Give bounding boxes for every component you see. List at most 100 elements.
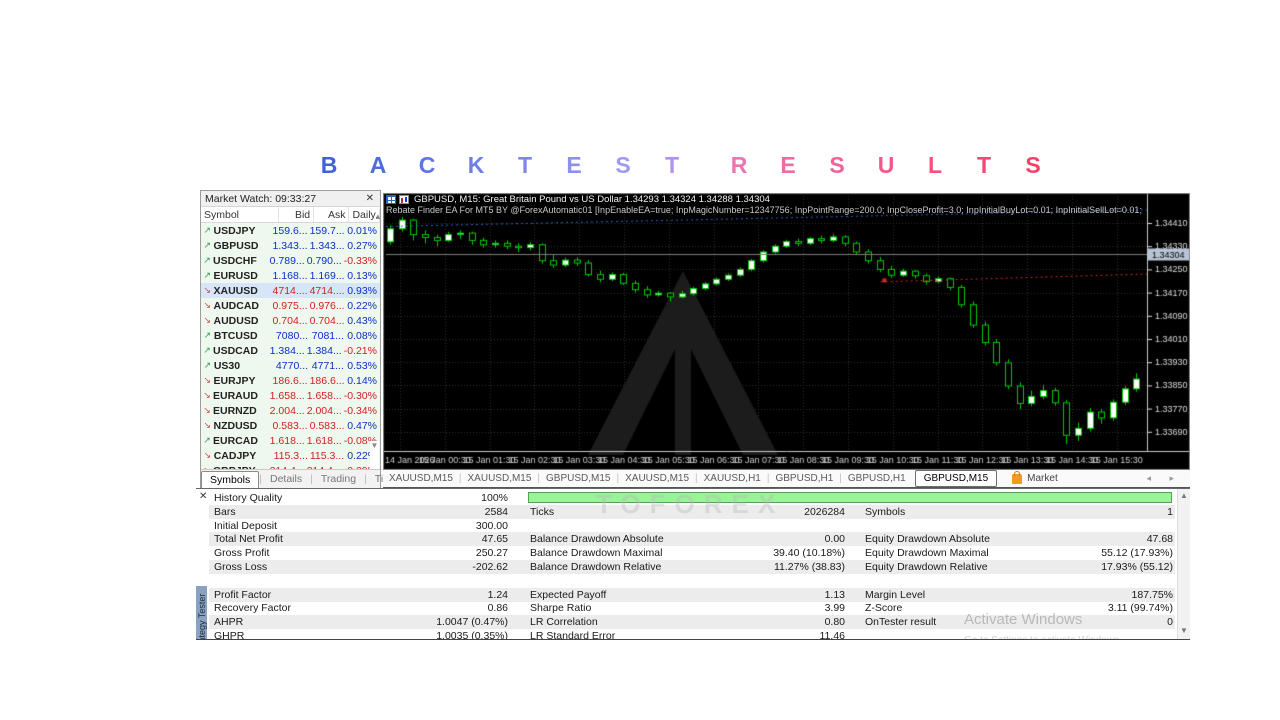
chart-tab-xauusd-m15[interactable]: XAUUSD,M15 (467, 473, 532, 484)
cell-bid: 1.658... (269, 389, 305, 402)
cell-sym: BTCUSD (213, 329, 258, 342)
cell-bid: 1.618... (269, 434, 305, 447)
market-watch-tab-details[interactable]: Details (270, 473, 303, 485)
market-bag-icon (1012, 470, 1023, 484)
stat-label: LR Standard Error (530, 630, 616, 640)
market-tab-label: Market (1027, 473, 1058, 484)
market-watch-row-eurcad[interactable]: ↗ EURCAD 1.618... 1.618... -0.08% (201, 433, 380, 448)
stat-value: 0.86 (487, 602, 508, 615)
chart-tab-gbpusd-h1[interactable]: GBPUSD,H1 (775, 473, 834, 484)
stat-label: Profit Factor (214, 588, 272, 601)
market-watch-row-audcad[interactable]: ↘ AUDCAD 0.975... 0.976... 0.22% (201, 298, 380, 313)
cell-ask: 0.583... (309, 419, 345, 432)
cell-sym: USDCHF (213, 254, 257, 267)
chart-tab-xauusd-m15[interactable]: XAUUSD,M15 (389, 473, 453, 484)
trend-down-icon: ↘ (203, 420, 212, 430)
tab-nav-arrows-icon[interactable]: ◂ ▸ (1146, 473, 1182, 483)
market-watch-row-eurjpy[interactable]: ↘ EURJPY 186.6... 186.6... 0.14% (201, 373, 380, 388)
chart-tab-gbpusd-h1[interactable]: GBPUSD,H1 (847, 473, 906, 484)
market-watch-row-usdjpy[interactable]: ↗ USDJPY 159.6... 159.7... 0.01% (201, 223, 380, 238)
market-watch-row-cadjpy[interactable]: ↘ CADJPY 115.3... 115.3... 0.22% (201, 448, 380, 463)
market-watch-row-usdcad[interactable]: ↗ USDCAD 1.384... 1.384... -0.21% (201, 343, 380, 358)
cell-bid: 4770... (275, 359, 309, 372)
column-bid[interactable]: Bid (279, 207, 315, 222)
market-watch-row-euraud[interactable]: ↘ EURAUD 1.658... 1.658... -0.30% (201, 388, 380, 403)
stat-label: Expected Payoff (530, 588, 607, 601)
cell-ask: 4714.... (309, 284, 345, 297)
cell-ask: 186.6... (309, 374, 345, 387)
cell-dly: 0.22% (347, 299, 377, 312)
stat-label: Equity Drawdown Maximal (865, 547, 989, 560)
scroll-down-icon[interactable]: ▼ (1180, 626, 1188, 635)
cell-dly: -0.30% (343, 389, 377, 402)
title-letter: S (829, 151, 845, 178)
cell-sym: AUDCAD (213, 299, 260, 312)
tester-scrollbar[interactable]: ▲ ▼ (1177, 489, 1190, 639)
cell-ask: 1.618... (306, 434, 342, 447)
chart-tab-gbpusd-m15[interactable]: GBPUSD,M15 (546, 473, 611, 484)
cell-dly: 0.22% (347, 449, 377, 462)
scroll-up-icon[interactable]: ▲ (1180, 491, 1188, 500)
column-symbol[interactable]: Symbol (201, 207, 279, 222)
column-daily[interactable]: Daily... (352, 209, 380, 221)
scroll-down-icon[interactable]: ▼ (370, 441, 379, 484)
cell-dly: 0.43% (347, 314, 377, 327)
market-watch-row-gbpusd[interactable]: ↗ GBPUSD 1.343... 1.343... 0.27% (201, 238, 380, 253)
stat-value: 3.11 (99.74%) (1107, 602, 1173, 615)
cell-ask: 0.790... (306, 254, 342, 267)
strategy-tester-vertical-tab[interactable]: Strategy Tester (196, 586, 207, 639)
stat-label: Balance Drawdown Absolute (530, 533, 664, 546)
chart-tab-bar: XAUUSD,M15 | XAUUSD,M15 | GBPUSD,M15 | XAUUSD,… (383, 470, 1190, 488)
cell-bid: 159.6... (272, 224, 308, 237)
trend-up-icon: ↗ (203, 435, 211, 445)
market-watch-tab-trading[interactable]: Trading (320, 473, 357, 485)
candlestick-chart[interactable] (383, 193, 1190, 470)
market-watch-row-xauusd[interactable]: ↘ XAUUSD 4714.... 4714.... 0.93% (201, 283, 380, 298)
chart-tab-gbpusd-m15-active[interactable]: GBPUSD,M15 (914, 470, 998, 487)
cell-bid: 0.704... (272, 314, 308, 327)
stat-value: 11.46 (819, 630, 846, 640)
cell-dly: 0.08% (347, 329, 377, 342)
stat-label: Ticks (530, 505, 555, 518)
scroll-up-icon[interactable]: ▲ (371, 209, 382, 224)
cell-bid: 2.004... (269, 404, 305, 417)
market-watch-tabs: Symbols|Details|Trading|Ticks (201, 469, 399, 489)
market-watch-row-btcusd[interactable]: ↗ BTCUSD 7080... 7081... 0.08% (201, 328, 380, 343)
cell-dly: 0.27% (347, 239, 377, 252)
close-icon[interactable]: ✕ (365, 193, 374, 204)
market-watch-row-nzdusd[interactable]: ↘ NZDUSD 0.583... 0.583... 0.47% (201, 418, 380, 433)
tester-row-gross-profit: Gross Profit 250.27 Balance Drawdown Maxim… (209, 546, 1175, 560)
market-watch-row-audusd[interactable]: ↘ AUDUSD 0.704... 0.704... 0.43% (201, 313, 380, 328)
close-icon[interactable]: ✕ (199, 491, 208, 502)
market-watch-tab-symbols[interactable]: Symbols (201, 471, 260, 489)
title-letter: U (877, 151, 895, 178)
tab-separator: | (537, 473, 541, 484)
chart-symbol-title: GBPUSD, M15: Great Britain Pound vs US D… (414, 194, 770, 205)
trend-up-icon: ↗ (203, 240, 212, 250)
trend-up-icon: ↗ (203, 345, 211, 355)
market-watch-row-gbpjpy[interactable]: ↘ GBPJPY 214.4... 214.4... -0.29% (201, 463, 380, 471)
market-watch-row-eurusd[interactable]: ↗ EURUSD 1.168... 1.169... 0.13% (201, 268, 380, 283)
cell-sym: US30 (213, 359, 241, 372)
chart-tab-xauusd-m15[interactable]: XAUUSD,M15 (625, 473, 690, 484)
stat-value: -202.62 (472, 561, 508, 573)
title-letter: T (976, 151, 992, 178)
trend-up-icon: ↗ (203, 330, 212, 340)
stat-value: 55.12 (17.93%) (1101, 547, 1173, 560)
column-ask[interactable]: Ask (314, 207, 350, 222)
market-watch-row-usdchf[interactable]: ↗ USDCHF 0.789... 0.790... -0.33% (201, 253, 380, 268)
chart-tab-xauusd-h1[interactable]: XAUUSD,H1 (703, 473, 761, 484)
strategy-tester-panel: ✕ Strategy Tester History Quality 100% Bar… (196, 488, 1190, 640)
tester-row-history-quality: History Quality 100% (209, 491, 1175, 505)
stat-label: Balance Drawdown Maximal (530, 547, 663, 560)
cell-ask: 7081... (311, 329, 344, 342)
market-watch-row-us30[interactable]: ↗ US30 4770... 4771... 0.53% (201, 358, 380, 373)
tab-separator: | (839, 473, 842, 484)
stat-value: 0.00 (824, 533, 845, 546)
title-letter: T (664, 151, 680, 178)
stat-label: AHPR (214, 616, 244, 629)
market-tab[interactable]: Market (1012, 470, 1058, 484)
stat-label: Equity Drawdown Relative (865, 561, 988, 573)
market-watch-row-eurnzd[interactable]: ↘ EURNZD 2.004... 2.004... -0.34% (201, 403, 380, 418)
